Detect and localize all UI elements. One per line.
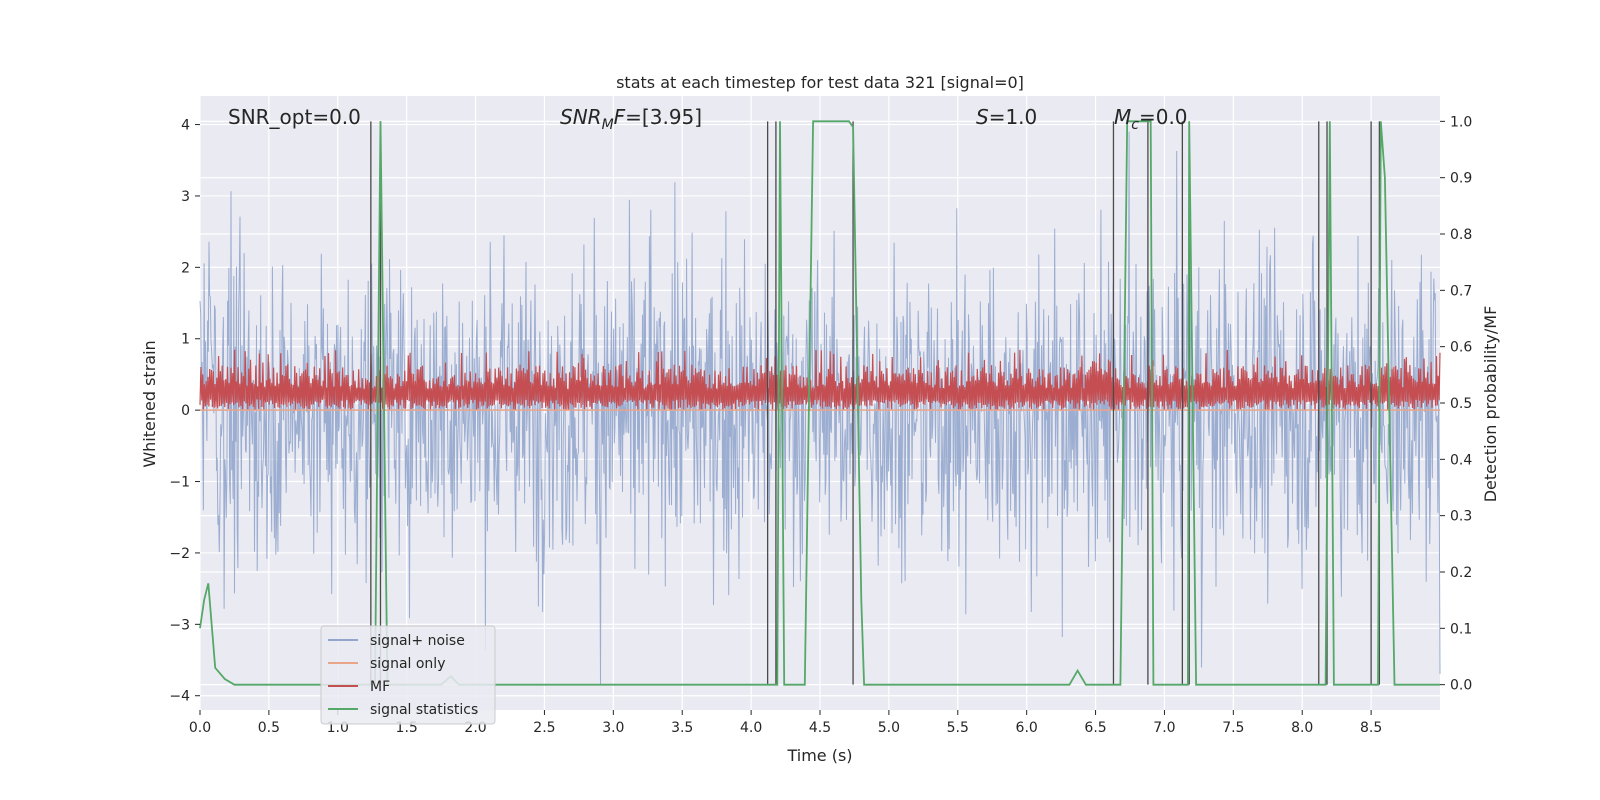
annotation-snr-mf: SNRMF=[3.95] (560, 105, 702, 133)
s-value: =1.0 (989, 105, 1038, 129)
x-tick-label: 8.0 (1291, 720, 1313, 736)
snr-mf-subscript: M (602, 117, 614, 133)
y-tick-label: 0 (181, 403, 190, 419)
legend-label-signal-plus-noise: signal+ noise (370, 633, 465, 649)
x-tick-label: 3.5 (671, 720, 693, 736)
snr-mf-value: =[3.95] (625, 105, 702, 129)
y-tick-label: −1 (169, 475, 190, 491)
x-tick-label: 4.0 (740, 720, 762, 736)
series-mf (199, 349, 1441, 411)
chart-title: stats at each timestep for test data 321… (616, 73, 1024, 92)
x-tick-label: 2.5 (533, 720, 555, 736)
y-tick-label: 4 (181, 118, 190, 134)
legend: signal+ noise signal only MF signal stat… (320, 625, 496, 725)
signal-statistics-trace (199, 120, 1440, 686)
y-ticks: −4 −3 −2 −1 0 1 2 3 4 (169, 118, 200, 705)
y-tick-label: −2 (169, 546, 190, 562)
x-tick-label: 6.5 (1084, 720, 1106, 736)
y2-tick-label: 0.0 (1450, 678, 1472, 694)
y-tick-label: 2 (181, 260, 190, 276)
y2-tick-label: 0.8 (1450, 227, 1472, 243)
x-tick-label: 6.0 (1016, 720, 1038, 736)
y2-tick-label: 0.3 (1450, 509, 1472, 525)
s-symbol: S (976, 105, 989, 129)
legend-label-signal-statistics: signal statistics (370, 702, 478, 718)
legend-label-mf: MF (370, 679, 390, 695)
snr-mf-tail: F (614, 105, 626, 129)
y2-tick-label: 0.9 (1450, 171, 1472, 187)
mc-value: =0.0 (1139, 105, 1188, 129)
annotation-snr-opt: SNR_opt=0.0 (228, 105, 361, 129)
snr-mf-symbol: SNR (560, 105, 602, 129)
y2-tick-label: 0.6 (1450, 340, 1472, 356)
series-signal-statistics (199, 120, 1440, 686)
x-tick-label: 5.0 (878, 720, 900, 736)
x-tick-label: 8.5 (1360, 720, 1382, 736)
y-tick-label: −4 (169, 689, 190, 705)
y-tick-label: 3 (181, 189, 190, 205)
y-tick-label: 1 (181, 332, 190, 348)
y2-ticks: 0.0 0.1 0.2 0.3 0.4 0.5 0.6 0.7 0.8 0.9 1.0 (1440, 114, 1472, 694)
y2-axis-label: Detection probability/MF (1481, 306, 1500, 503)
y-axis-label: Whitened strain (140, 340, 159, 467)
x-tick-label: 0.0 (189, 720, 211, 736)
x-tick-label: 7.0 (1153, 720, 1175, 736)
x-tick-label: 5.5 (947, 720, 969, 736)
x-tick-label: 4.5 (809, 720, 831, 736)
y2-tick-label: 1.0 (1450, 114, 1472, 130)
mf-trace (199, 349, 1441, 411)
y2-tick-label: 0.1 (1450, 621, 1472, 637)
y2-tick-label: 0.5 (1450, 396, 1472, 412)
legend-box (320, 625, 496, 725)
annotation-mc: Mc=0.0 (1114, 105, 1188, 133)
x-axis-label: Time (s) (786, 746, 852, 765)
y-tick-label: −3 (169, 617, 190, 633)
y2-tick-label: 0.7 (1450, 283, 1472, 299)
y2-tick-label: 0.4 (1450, 452, 1472, 468)
y2-tick-label: 0.2 (1450, 565, 1472, 581)
mc-symbol: M (1114, 105, 1131, 129)
x-tick-label: 0.5 (258, 720, 280, 736)
x-tick-label: 7.5 (1222, 720, 1244, 736)
legend-label-signal-only: signal only (370, 656, 445, 672)
annotation-s: S=1.0 (976, 105, 1037, 129)
x-tick-label: 3.0 (602, 720, 624, 736)
mc-subscript: c (1131, 117, 1139, 133)
